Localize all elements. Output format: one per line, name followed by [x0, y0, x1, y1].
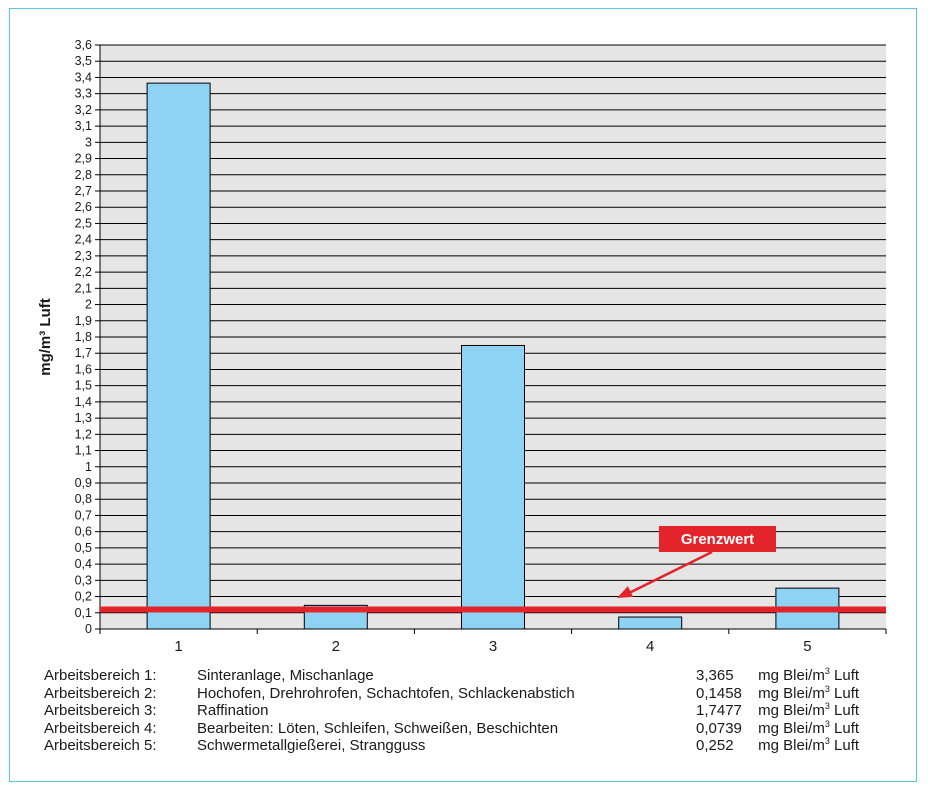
legend-unit-text: mg Blei/m [754, 737, 825, 754]
legend-row: Arbeitsbereich 1: Sinteranlage, Mischanla… [44, 667, 892, 685]
y-tick-label: 2,8 [75, 168, 92, 182]
y-tick-label: 1,5 [75, 379, 92, 393]
y-tick-label: 2,9 [75, 152, 92, 166]
y-tick-labels: 0 0,1 0,2 0,3 0,4 0,5 0,6 0,7 0,8 0,9 1 1,1 1,2 1,3 1,… [75, 38, 92, 636]
legend-unit-exponent: 3 [824, 683, 830, 694]
legend-unit: mg Blei/m3 Luft [754, 736, 860, 755]
legend-unit-tail: Luft [829, 684, 860, 702]
legend-row: Arbeitsbereich 3: Raffination 1,7477 mg Bl… [44, 702, 892, 720]
y-tick-label: 1,2 [75, 427, 92, 441]
y-tick-label: 1,9 [75, 314, 92, 328]
legend-unit: mg Blei/m3 Luft [754, 718, 860, 737]
y-tick-label: 1,7 [75, 346, 92, 360]
annotation-arrowhead [617, 586, 634, 598]
y-tick-label: 3,4 [75, 70, 92, 84]
annotation-box [659, 526, 776, 552]
legend-description: Sinteranlage, Mischanlage [197, 667, 374, 684]
y-tick-label: 2,1 [75, 281, 92, 295]
y-tick-label: 2 [85, 298, 92, 312]
x-tick-label: 4 [646, 638, 654, 655]
x-tick-label: 2 [332, 638, 340, 655]
y-tick-label: 3,1 [75, 119, 92, 133]
y-tick-label: 1,6 [75, 362, 92, 376]
y-tick-label: 2,5 [75, 216, 92, 230]
legend-unit-tail: Luft [829, 719, 860, 737]
bar-3 [461, 344, 525, 630]
legend-row: Arbeitsbereich 5: Schwermetallgießerei, S… [44, 737, 892, 755]
legend-description: Raffination [197, 702, 269, 719]
legend-label: Arbeitsbereich 1: [44, 667, 157, 684]
bar-1 [146, 82, 211, 630]
y-tick-label: 0,7 [75, 508, 92, 522]
legend-table: Arbeitsbereich 1: Sinteranlage, Mischanla… [44, 667, 892, 755]
legend-description: Bearbeiten: Löten, Schleifen, Schweißen,… [197, 719, 559, 737]
legend-value: 0,0739 [696, 719, 742, 737]
y-tick-label: 1,4 [75, 395, 92, 409]
legend-unit: mg Blei/m3 Luft [754, 683, 860, 702]
y-tick-label: 2,2 [75, 265, 92, 279]
y-tick-label: 0,8 [75, 492, 92, 506]
x-tick-label: 1 [174, 638, 182, 655]
legend-unit-exponent: 3 [824, 666, 830, 676]
legend-unit: mg Blei/m3 Luft [754, 701, 860, 720]
bar-4 [618, 616, 683, 630]
y-tick-label: 0,5 [75, 541, 92, 555]
legend-description: Hochofen, Drehrohrofen, Schachtofen, Sch… [197, 684, 575, 702]
y-tick-label: 0 [85, 622, 92, 636]
y-tick-label: 1,1 [75, 444, 92, 458]
legend-value: 0,252 [696, 737, 734, 754]
y-tick-label: 1,8 [75, 330, 92, 344]
legend-label: Arbeitsbereich 5: [44, 737, 157, 754]
legend-unit-text: mg Blei/m [754, 667, 825, 684]
x-tick-label: 5 [803, 638, 811, 655]
y-tick-label: 2,6 [75, 200, 92, 214]
x-tick-labels: 1 2 3 4 5 [100, 628, 886, 655]
legend-row: Arbeitsbereich 2: Hochofen, Drehrohrofen,… [44, 683, 892, 703]
legend-value: 3,365 [696, 667, 734, 684]
legend-unit-exponent: 3 [824, 718, 830, 729]
legend-value-group: 0,252 mg Blei/m3 Luft [696, 737, 859, 755]
annotation-label: Grenzwert [681, 531, 754, 548]
y-tick-label: 2,3 [75, 249, 92, 263]
legend-row: Arbeitsbereich 4: Bearbeiten: Löten, Schl… [44, 718, 892, 738]
legend-unit-exponent: 3 [824, 736, 830, 746]
legend-value-group: 1,7477 mg Blei/m3 Luft [696, 702, 859, 720]
legend-unit-exponent: 3 [824, 701, 830, 711]
y-tick-label: 1 [85, 460, 92, 474]
y-tick-label: 0,9 [75, 476, 92, 490]
legend-unit-text: mg Blei/m [754, 719, 825, 737]
legend-unit-tail: Luft [829, 737, 860, 754]
y-tick-label: 0,6 [75, 525, 92, 539]
y-tick-label: 2,4 [75, 233, 92, 247]
legend-value: 1,7477 [696, 702, 742, 719]
legend-label: Arbeitsbereich 3: [44, 702, 157, 719]
legend-unit-tail: Luft [829, 667, 860, 684]
legend-unit-text: mg Blei/m [754, 702, 825, 719]
legend-unit-tail: Luft [829, 702, 860, 719]
bar-chart: 0 0,1 0,2 0,3 0,4 0,5 0,6 0,7 0,8 0,9 1 1,1 1,2 1,3 1,… [37, 38, 887, 655]
legend-value: 0,1458 [696, 684, 742, 702]
y-tick-label: 0,3 [75, 573, 92, 587]
legend-value-group: 3,365 mg Blei/m3 Luft [696, 667, 859, 685]
x-tick-label: 3 [489, 638, 497, 655]
legend-description: Schwermetallgießerei, Strangguss [197, 737, 426, 754]
y-tick-label: 2,7 [75, 184, 92, 198]
legend-value-group: 0,0739 mg Blei/m3 Luft [696, 718, 860, 738]
legend-label: Arbeitsbereich 4: [44, 719, 157, 737]
y-axis-label: mg/m³ Luft [37, 298, 54, 375]
y-tick-label: 3,3 [75, 87, 92, 101]
y-tick-label: 0,2 [75, 590, 92, 604]
y-tick-label: 3,5 [75, 54, 92, 68]
legend-value-group: 0,1458 mg Blei/m3 Luft [696, 683, 860, 703]
y-tick-label: 0,1 [75, 606, 92, 620]
annotation-arrow [626, 550, 713, 596]
y-tick-label: 3 [85, 135, 92, 149]
y-tick-label: 1,3 [75, 411, 92, 425]
legend-label: Arbeitsbereich 2: [44, 684, 157, 702]
y-tick-label: 3,6 [75, 38, 92, 52]
legend-unit-text: mg Blei/m [754, 684, 825, 702]
y-tick-label: 0,4 [75, 557, 92, 571]
legend-unit: mg Blei/m3 Luft [754, 666, 860, 685]
y-tick-label: 3,2 [75, 103, 92, 117]
